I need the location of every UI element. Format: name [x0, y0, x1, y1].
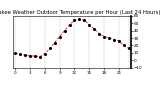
Point	[53, 42, 56, 43]
Point	[123, 45, 125, 46]
Point	[29, 55, 31, 57]
Point	[113, 39, 115, 40]
Point	[19, 54, 21, 55]
Point	[73, 19, 76, 21]
Point	[63, 30, 66, 31]
Point	[83, 19, 86, 21]
Point	[39, 56, 41, 57]
Point	[118, 40, 120, 42]
Point	[24, 54, 26, 56]
Title: Milwaukee Weather Outdoor Temperature per Hour (Last 24 Hours): Milwaukee Weather Outdoor Temperature pe…	[0, 10, 160, 15]
Point	[108, 37, 110, 39]
Point	[68, 24, 71, 25]
Point	[34, 55, 36, 57]
Point	[44, 53, 46, 54]
Point	[14, 52, 16, 54]
Point	[48, 48, 51, 49]
Point	[103, 36, 105, 37]
Point	[98, 33, 100, 34]
Point	[58, 36, 61, 37]
Point	[93, 28, 96, 30]
Point	[128, 48, 130, 49]
Point	[78, 19, 81, 20]
Point	[88, 24, 91, 25]
